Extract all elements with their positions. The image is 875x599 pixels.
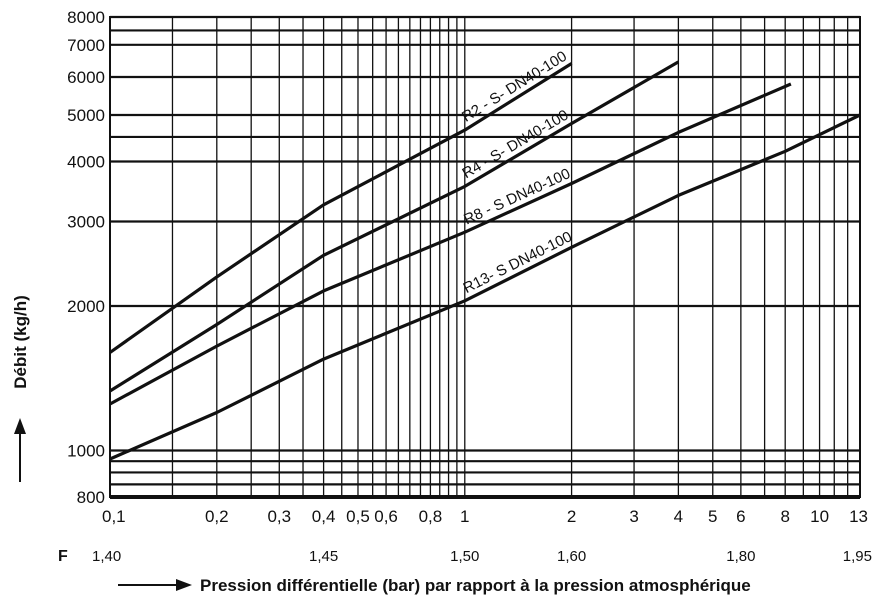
secondary-tick-label: 1,80 — [726, 548, 755, 565]
y-tick-label: 8000 — [67, 8, 105, 27]
x-tick-labels: 0,1 0,2 0,3 0,4 0,5 0,6 0,8 1 2 3 4 5 6 8 10 13 — [102, 507, 868, 526]
secondary-tick-label: 1,95 — [843, 548, 872, 565]
y-tick-label: 3000 — [67, 212, 105, 231]
curve-line — [109, 60, 680, 393]
x-tick-label: 13 — [849, 507, 868, 526]
x-tick-label: 0,4 — [312, 507, 336, 526]
y-tick-label: 7000 — [67, 36, 105, 55]
x-tick-label: 0,1 — [102, 507, 126, 526]
curve-label: R13- S DN40-100 — [461, 228, 575, 297]
f-marker: F — [58, 548, 68, 565]
secondary-tick-label: 1,50 — [450, 548, 479, 565]
secondary-tick-label: 1,40 — [92, 548, 121, 565]
x-axis-title: Pression différentielle (bar) par rappor… — [200, 576, 751, 595]
x-tick-label: 1 — [460, 507, 469, 526]
curve-line — [109, 82, 792, 406]
y-tick-label: 1000 — [67, 441, 105, 460]
x-title-arrow-head — [176, 579, 192, 591]
x-tick-label: 0,8 — [419, 507, 443, 526]
x-tick-label: 5 — [708, 507, 717, 526]
curve-line — [109, 62, 573, 354]
curve-line — [109, 113, 861, 461]
grid-lines — [109, 15, 861, 499]
secondary-tick-label: 1,60 — [557, 548, 586, 565]
y-tick-label: 4000 — [67, 152, 105, 171]
x-tick-label: 8 — [780, 507, 789, 526]
y-tick-label: 5000 — [67, 106, 105, 125]
x-tick-label: 6 — [736, 507, 745, 526]
y-tick-label: 800 — [77, 488, 105, 507]
plot-border — [109, 16, 861, 498]
x-tick-label: 0,6 — [374, 507, 398, 526]
plot-frame — [109, 16, 861, 499]
x-tick-label: 0,3 — [267, 507, 291, 526]
secondary-axis: F 1,40 1,45 1,50 1,60 1,80 1,95 — [58, 548, 872, 565]
y-axis-title: Débit (kg/h) — [11, 295, 30, 389]
y-tick-label: 2000 — [67, 297, 105, 316]
x-tick-label: 0,5 — [346, 507, 370, 526]
x-tick-label: 3 — [629, 507, 638, 526]
y-tick-label: 6000 — [67, 68, 105, 87]
y-title-arrow-head — [14, 418, 26, 434]
y-tick-labels: 800 1000 2000 3000 4000 5000 6000 7000 8000 — [67, 8, 105, 507]
axis-titles: Pression différentielle (bar) par rappor… — [11, 295, 751, 595]
x-tick-label: 2 — [567, 507, 576, 526]
x-tick-label: 0,2 — [205, 507, 229, 526]
x-tick-label: 4 — [674, 507, 683, 526]
secondary-tick-label: 1,45 — [309, 548, 338, 565]
x-tick-label: 10 — [810, 507, 829, 526]
